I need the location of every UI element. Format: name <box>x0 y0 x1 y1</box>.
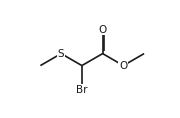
Text: Br: Br <box>76 84 88 95</box>
Text: O: O <box>98 25 107 35</box>
Text: S: S <box>58 49 64 59</box>
Text: O: O <box>119 61 127 71</box>
